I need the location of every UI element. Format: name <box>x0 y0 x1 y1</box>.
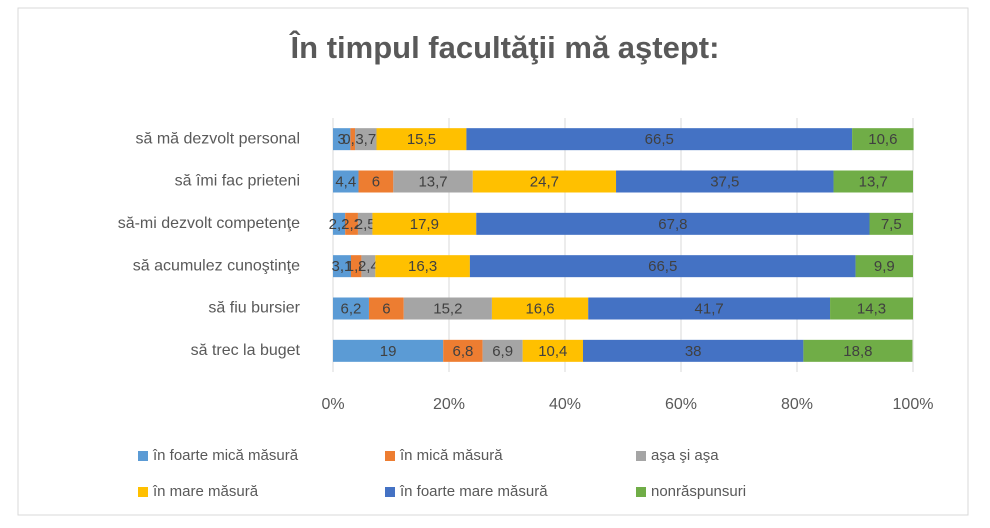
bar-segment <box>852 128 914 151</box>
data-label: 37,5 <box>710 173 739 190</box>
bar-segment <box>358 170 394 193</box>
y-tick-label: să mă dezvolt personal <box>135 130 300 147</box>
x-tick-label: 80% <box>781 396 813 413</box>
data-label: 16,6 <box>525 300 554 317</box>
y-tick-label: să fiu bursier <box>208 300 300 317</box>
data-label: 10,4 <box>538 343 567 360</box>
bar-segment <box>355 128 377 151</box>
bar-segment <box>855 255 913 278</box>
bar-segment <box>375 255 470 278</box>
bar-segment <box>869 212 913 235</box>
bar-segment <box>333 255 351 278</box>
legend-swatch <box>385 487 395 497</box>
legend-swatch <box>636 487 646 497</box>
data-label: 2,5 <box>355 216 376 233</box>
bar-segment <box>333 339 444 362</box>
bar-segment <box>376 128 467 151</box>
data-label: 15,5 <box>407 131 436 148</box>
x-tick-label: 40% <box>549 396 581 413</box>
bar-segment <box>803 339 913 362</box>
data-label: 2,2 <box>341 216 362 233</box>
y-tick-label: să-mi dezvolt competenţe <box>118 215 300 232</box>
bar-segment <box>833 170 913 193</box>
data-label: 2,4 <box>358 258 379 275</box>
data-label: 9,9 <box>874 258 895 275</box>
bar-segment <box>522 339 583 362</box>
bar-segment <box>830 297 913 320</box>
data-label: 41,7 <box>695 300 724 317</box>
data-label: 6 <box>372 173 380 190</box>
bar-segment <box>472 170 617 193</box>
bar-segment <box>482 339 523 362</box>
data-label: 38 <box>685 343 702 360</box>
x-tick-label: 60% <box>665 396 697 413</box>
y-tick-label: să trec la buget <box>191 342 301 359</box>
legend-swatch <box>138 451 148 461</box>
bar-segment <box>588 297 831 320</box>
legend-label: în foarte mică măsură <box>152 447 299 464</box>
bar-segment <box>476 212 870 235</box>
data-label: 6,2 <box>341 300 362 317</box>
bar-segment <box>491 297 589 320</box>
data-label: 3,1 <box>332 258 353 275</box>
legend-label: aşa şi aşa <box>651 447 719 464</box>
legend-label: în mare măsură <box>152 483 259 500</box>
data-label: 16,3 <box>408 258 437 275</box>
bar-segment <box>469 255 856 278</box>
data-label: 13,7 <box>418 173 447 190</box>
bar-segment <box>372 212 477 235</box>
data-label: 3,7 <box>355 131 376 148</box>
legend-label: nonrăspunsuri <box>651 483 746 500</box>
bar-segment <box>350 255 362 278</box>
legend-label: în mică măsură <box>399 447 503 464</box>
legend-label: în foarte mare măsură <box>399 483 548 500</box>
legend-swatch <box>138 487 148 497</box>
chart-title: În timpul facultăţii mă aştept: <box>289 29 720 65</box>
bar-segment <box>333 128 351 151</box>
bar-segment <box>403 297 492 320</box>
data-label: 3 <box>338 131 346 148</box>
y-tick-label: să îmi fac prieteni <box>175 173 300 190</box>
bar-segment <box>357 212 373 235</box>
bar-segment <box>368 297 404 320</box>
data-label: 18,8 <box>843 343 872 360</box>
data-label: 13,7 <box>859 173 888 190</box>
data-label: 7,5 <box>881 216 902 233</box>
legend-swatch <box>636 451 646 461</box>
bar-segment <box>582 339 804 362</box>
data-label: 66,5 <box>645 131 674 148</box>
data-label: 24,7 <box>530 173 559 190</box>
data-label: 2,1 <box>329 216 350 233</box>
bar-segment <box>350 128 356 151</box>
bar-segment <box>466 128 853 151</box>
x-tick-label: 100% <box>893 396 934 413</box>
data-label: 6 <box>382 300 390 317</box>
bar-segment <box>616 170 834 193</box>
bar-segment <box>333 297 369 320</box>
data-label: 15,2 <box>433 300 462 317</box>
bar-segment <box>333 212 346 235</box>
data-label: 66,5 <box>648 258 677 275</box>
bar-segment <box>393 170 473 193</box>
data-label: 4,4 <box>335 173 356 190</box>
data-label: 67,8 <box>658 216 687 233</box>
data-label: 1,8 <box>346 258 367 275</box>
data-label: 6,9 <box>492 343 513 360</box>
bar-segment <box>443 339 483 362</box>
data-label: 14,3 <box>857 300 886 317</box>
data-label: 10,6 <box>868 131 897 148</box>
data-label: 6,8 <box>452 343 473 360</box>
x-tick-label: 0% <box>321 396 344 413</box>
legend-swatch <box>385 451 395 461</box>
y-tick-label: să acumulez cunoştinţe <box>133 257 300 274</box>
bar-segment <box>361 255 376 278</box>
x-tick-label: 20% <box>433 396 465 413</box>
bar-segment <box>345 212 358 235</box>
data-label: 17,9 <box>410 216 439 233</box>
data-label: 19 <box>380 343 397 360</box>
bar-segment <box>333 170 359 193</box>
